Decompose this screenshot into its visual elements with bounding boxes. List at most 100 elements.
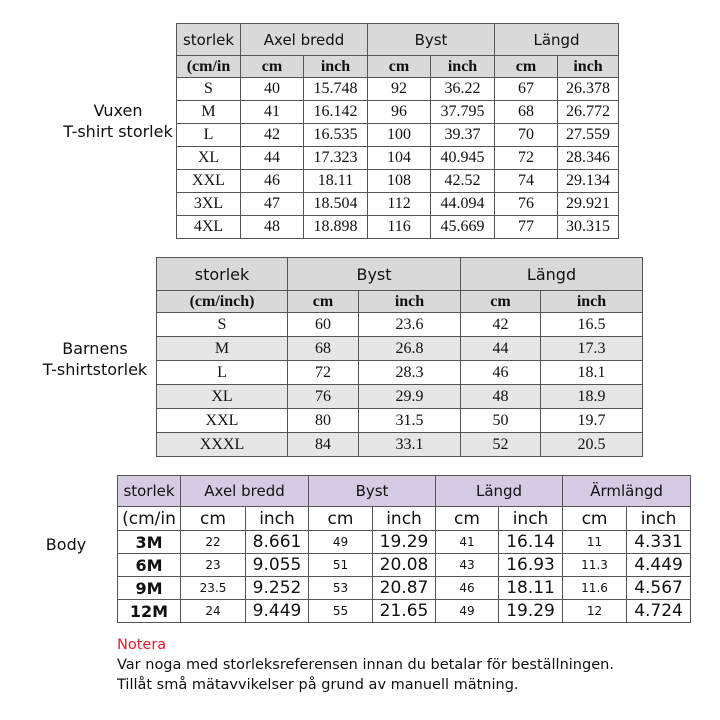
size-cell: XL xyxy=(156,384,288,409)
table-row: L 42 16.535 100 39.37 70 27.559 xyxy=(176,123,620,147)
size-cell: L xyxy=(156,360,288,385)
unit-header: inch xyxy=(557,55,620,78)
table-cell: 28.3 xyxy=(358,360,461,385)
table-cell: 18.9 xyxy=(539,384,644,409)
unit-header: inch xyxy=(498,506,564,531)
table-cell: 20.87 xyxy=(372,576,437,600)
table-cell: 29.921 xyxy=(557,192,620,216)
table-cell: 16.5 xyxy=(539,312,644,337)
table-row: M 68 26.8 44 17.3 xyxy=(156,336,644,361)
table-cell: 72 xyxy=(287,360,359,385)
note: Notera Var noga med storleksreferensen i… xyxy=(117,635,614,695)
table-cell: 39.37 xyxy=(430,123,496,147)
table-cell: 74 xyxy=(494,169,559,193)
table-cell: 23 xyxy=(180,553,246,577)
column-group-header: Byst xyxy=(308,475,437,507)
table-cell: 16.142 xyxy=(302,100,369,124)
size-cell: 3XL xyxy=(176,192,241,216)
table-row: 4XL 48 18.898 116 45.669 77 30.315 xyxy=(176,215,620,239)
adult-label: Vuxen T-shirt storlek xyxy=(58,100,178,142)
table-cell: 76 xyxy=(494,192,559,216)
adult-size-table: storlek Axel bredd Byst Längd (cm/in cm inch cm… xyxy=(176,23,620,239)
table-cell: 45.669 xyxy=(430,215,496,239)
body-label: Body xyxy=(45,535,87,554)
table-row: 3M 22 8.661 49 19.29 41 16.14 11 4.331 xyxy=(117,530,692,554)
size-cell: S xyxy=(176,77,241,101)
unit-header: inch xyxy=(430,55,496,78)
table-cell: 48 xyxy=(460,384,541,409)
table-cell: 46 xyxy=(240,169,304,193)
table-cell: 20.5 xyxy=(539,432,644,457)
header-row: storlek Axel bredd Byst Längd Ärmlängd xyxy=(117,475,692,507)
table-row: 12M 24 9.449 55 21.65 49 19.29 12 4.724 xyxy=(117,599,692,623)
size-cell: L xyxy=(176,123,241,147)
table-cell: 67 xyxy=(494,77,559,101)
table-cell: 108 xyxy=(367,169,432,193)
unit-header: cm xyxy=(494,55,559,78)
table-cell: 11 xyxy=(562,530,628,554)
table-cell: 60 xyxy=(287,312,359,337)
unit-header: (cm/inch) xyxy=(156,290,288,313)
table-row: M 41 16.142 96 37.795 68 26.772 xyxy=(176,100,620,124)
table-cell: 72 xyxy=(494,146,559,170)
table-cell: 50 xyxy=(460,408,541,433)
table-cell: 49 xyxy=(308,530,374,554)
table-cell: 51 xyxy=(308,553,374,577)
table-cell: 17.323 xyxy=(302,146,369,170)
unit-header: cm xyxy=(367,55,432,78)
table-cell: 42 xyxy=(240,123,304,147)
table-cell: 19.7 xyxy=(539,408,644,433)
table-cell: 31.5 xyxy=(358,408,461,433)
table-row: L 72 28.3 46 18.1 xyxy=(156,360,644,385)
table-cell: 23.6 xyxy=(358,312,461,337)
table-cell: 77 xyxy=(494,215,559,239)
unit-header: inch xyxy=(372,506,437,531)
table-cell: 16.535 xyxy=(302,123,369,147)
table-cell: 18.504 xyxy=(302,192,369,216)
table-cell: 27.559 xyxy=(557,123,620,147)
table-cell: 19.29 xyxy=(498,599,564,623)
table-cell: 41 xyxy=(240,100,304,124)
table-cell: 52 xyxy=(460,432,541,457)
table-cell: 26.8 xyxy=(358,336,461,361)
table-cell: 4.567 xyxy=(626,576,692,600)
unit-header: cm xyxy=(240,55,304,78)
table-cell: 17.3 xyxy=(539,336,644,361)
column-group-header: Byst xyxy=(367,23,496,56)
table-cell: 42.52 xyxy=(430,169,496,193)
unit-header: cm xyxy=(562,506,628,531)
header-row: storlek Axel bredd Byst Längd xyxy=(176,23,620,56)
table-row: XL 44 17.323 104 40.945 72 28.346 xyxy=(176,146,620,170)
unit-header: cm xyxy=(308,506,374,531)
kids-label-line2: T-shirtstorlek xyxy=(42,360,148,379)
table-cell: 28.346 xyxy=(557,146,620,170)
table-cell: 68 xyxy=(287,336,359,361)
table-cell: 4.331 xyxy=(626,530,692,554)
table-cell: 15.748 xyxy=(302,77,369,101)
table-cell: 55 xyxy=(308,599,374,623)
table-cell: 16.93 xyxy=(498,553,564,577)
table-cell: 68 xyxy=(494,100,559,124)
note-line2: Tillåt små mätavvikelser på grund av man… xyxy=(117,677,519,693)
table-cell: 9.055 xyxy=(244,553,310,577)
table-cell: 9.449 xyxy=(244,599,310,623)
table-row: XXL 80 31.5 50 19.7 xyxy=(156,408,644,433)
unit-header: inch xyxy=(626,506,692,531)
table-cell: 22 xyxy=(180,530,246,554)
size-cell: XXXL xyxy=(156,432,288,457)
unit-header: cm xyxy=(460,290,541,313)
column-group-header: Längd xyxy=(435,475,564,507)
table-cell: 36.22 xyxy=(430,77,496,101)
column-group-header: storlek xyxy=(156,257,288,291)
unit-row: (cm/in cm inch cm inch cm inch cm inch xyxy=(117,506,692,531)
column-group-header: Längd xyxy=(494,23,620,56)
table-row: XXXL 84 33.1 52 20.5 xyxy=(156,432,644,457)
table-cell: 43 xyxy=(435,553,500,577)
table-cell: 18.11 xyxy=(498,576,564,600)
unit-header: inch xyxy=(358,290,461,313)
table-cell: 37.795 xyxy=(430,100,496,124)
table-cell: 48 xyxy=(240,215,304,239)
table-cell: 49 xyxy=(435,599,500,623)
table-cell: 8.661 xyxy=(244,530,310,554)
table-cell: 11.3 xyxy=(562,553,628,577)
